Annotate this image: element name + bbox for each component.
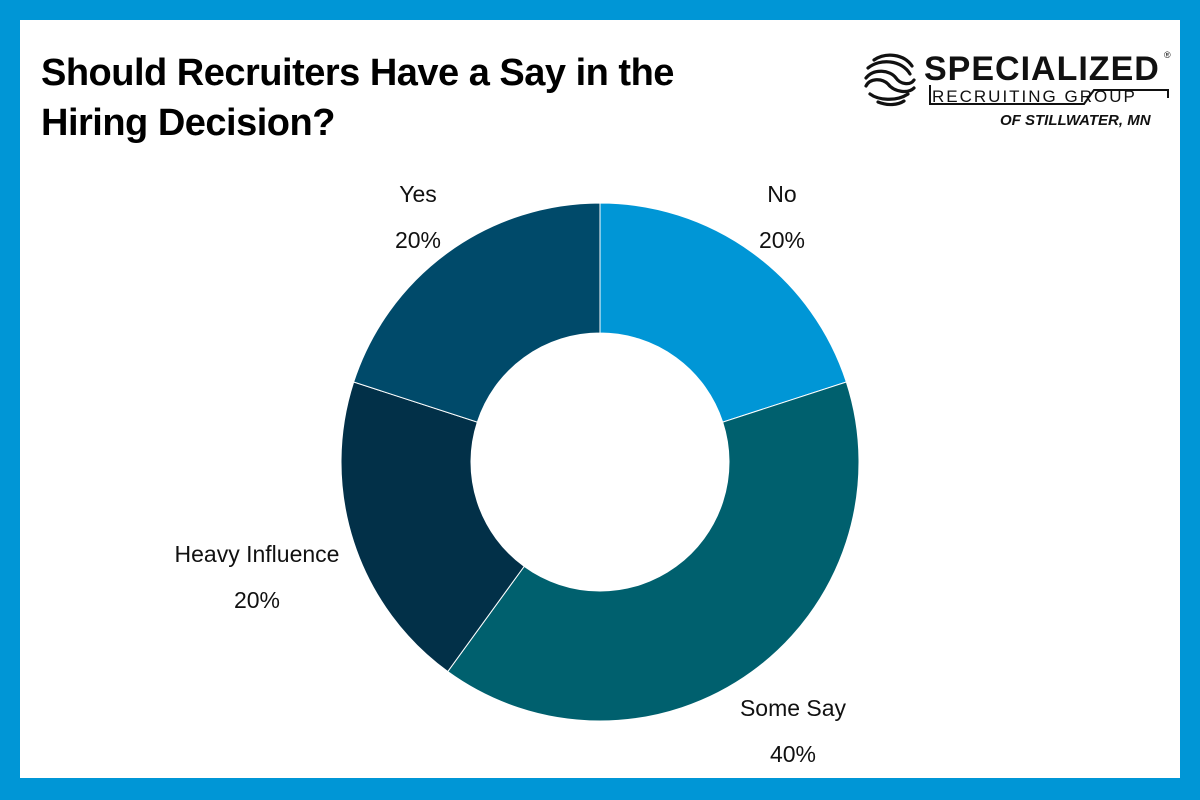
donut-slice-yes xyxy=(353,202,601,423)
chart-title-line-2: Hiring Decision? xyxy=(41,102,335,144)
slice-label-heavy-influence: Heavy Influence xyxy=(175,541,340,567)
chart-title-line-1: Should Recruiters Have a Say in the xyxy=(41,52,674,94)
slice-label-yes: Yes xyxy=(399,181,437,207)
slice-label-no: No xyxy=(767,181,796,207)
slice-label-some-say: Some Say xyxy=(740,695,847,721)
slice-value-no: 20% xyxy=(759,227,805,253)
chart-title: Should Recruiters Have a Say in the Hiri… xyxy=(41,48,741,148)
slice-value-heavy-influence: 20% xyxy=(234,587,280,613)
logo-location: OF STILLWATER, MN xyxy=(1000,112,1151,129)
logo-tagline: RECRUITING GROUP xyxy=(932,87,1137,106)
logo-wordmark: SPECIALIZED xyxy=(924,50,1160,88)
donut-slice-heavy-influence xyxy=(340,381,525,673)
donut-chart: No 20% Some Say 40% Heavy Influence 20% Yes 20% xyxy=(175,181,860,767)
donut-slice-some-say xyxy=(447,381,860,722)
logo-registered-mark: ® xyxy=(1164,50,1171,60)
slice-value-yes: 20% xyxy=(395,227,441,253)
slice-value-some-say: 40% xyxy=(770,741,816,767)
donut-slice-no xyxy=(599,202,847,423)
chart-frame: Should Recruiters Have a Say in the Hiri… xyxy=(20,20,1180,778)
swirl-logo-icon xyxy=(864,53,916,107)
logo-bracket-lines xyxy=(929,85,1169,105)
company-logo: SPECIALIZED ® RECRUITING GROUP OF STILLW… xyxy=(860,48,1180,148)
